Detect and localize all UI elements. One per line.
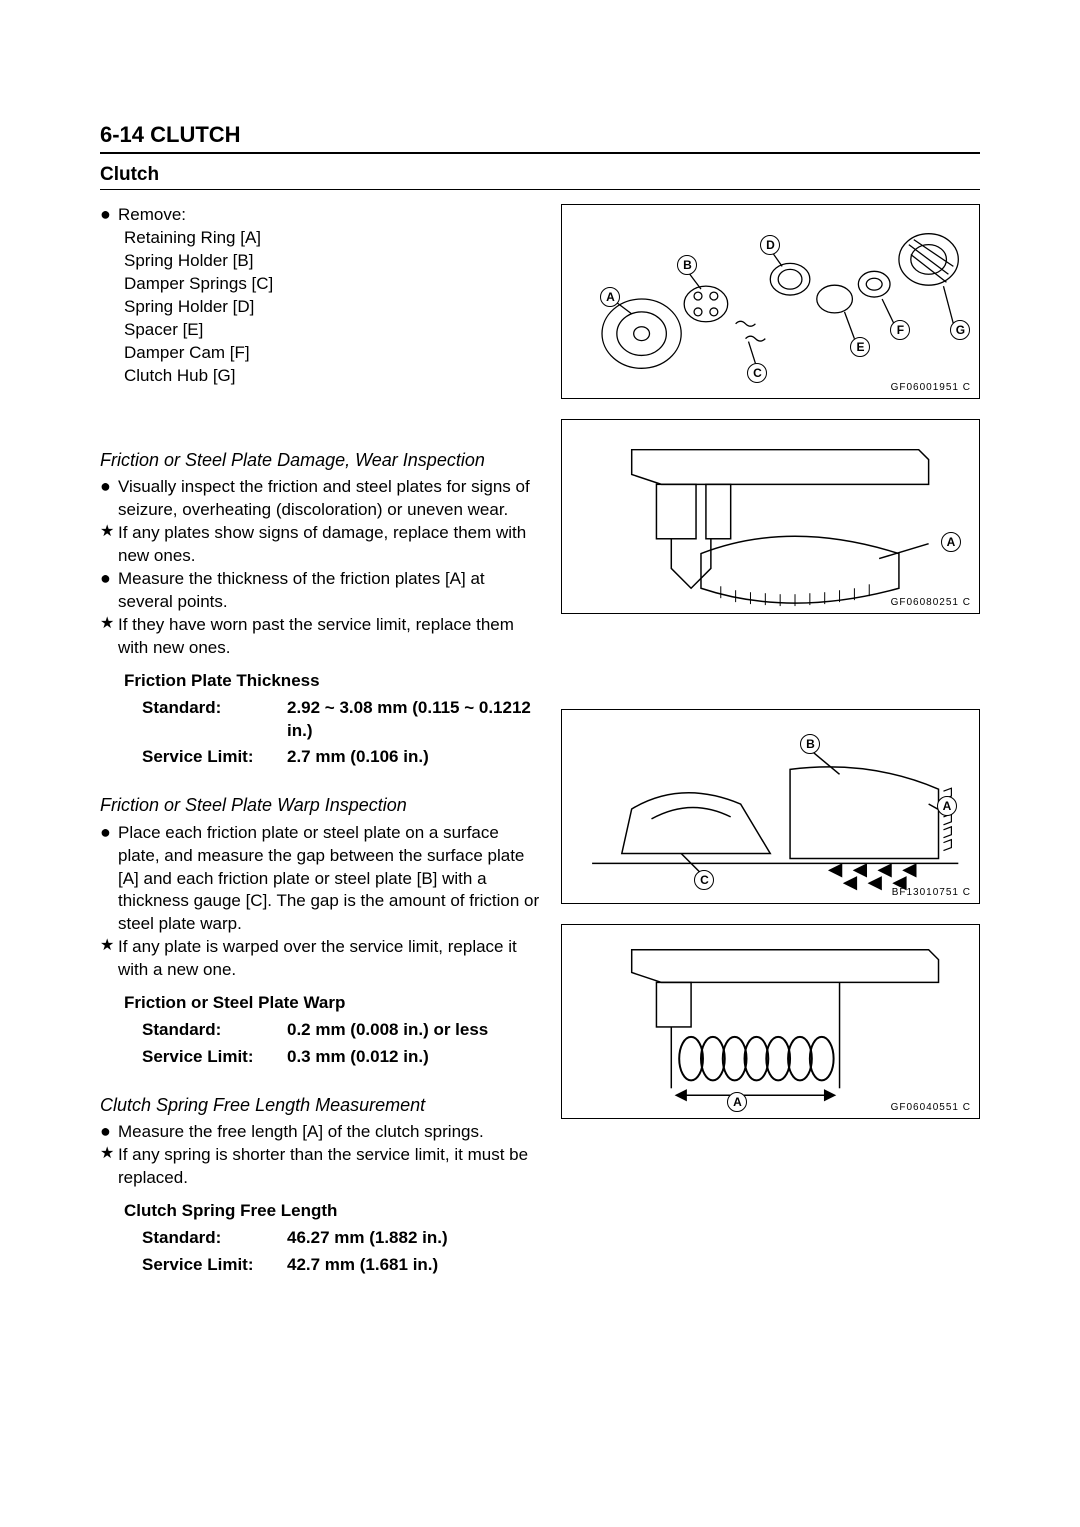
warp-s1: ★ If any plate is warped over the servic… xyxy=(100,936,539,982)
star-text: If any plate is warped over the service … xyxy=(118,936,539,982)
star-icon: ★ xyxy=(100,1144,118,1163)
star-icon: ★ xyxy=(100,522,118,541)
spring-heading: Clutch Spring Free Length Measurement xyxy=(100,1093,539,1117)
list-item: Spring Holder [D] xyxy=(124,296,539,319)
spec-label: Service Limit: xyxy=(142,1254,287,1277)
figure-thickness-measure: A GF06080251 C xyxy=(561,419,980,614)
bullet-icon: ● xyxy=(100,568,118,590)
list-item: Spring Holder [B] xyxy=(124,250,539,273)
star-text: If any plates show signs of damage, repl… xyxy=(118,522,539,568)
spec-row: Service Limit: 42.7 mm (1.681 in.) xyxy=(124,1254,539,1277)
bullet-icon: ● xyxy=(100,1121,118,1143)
bullet-icon: ● xyxy=(100,822,118,844)
spec-label: Service Limit: xyxy=(142,746,287,769)
spec-title: Friction Plate Thickness xyxy=(124,670,539,693)
caliper-plate-diagram xyxy=(562,420,979,613)
figure-caption: GF06040551 C xyxy=(891,1101,971,1115)
star-text: If they have worn past the service limit… xyxy=(118,614,539,660)
figure-spring-length: A GF06040551 C xyxy=(561,924,980,1119)
spec-value: 0.3 mm (0.012 in.) xyxy=(287,1046,429,1069)
spec-label: Service Limit: xyxy=(142,1046,287,1069)
wear-s1: ★ If any plates show signs of damage, re… xyxy=(100,522,539,568)
figure-caption: GF06001951 C xyxy=(891,381,971,395)
spec-title: Friction or Steel Plate Warp xyxy=(124,992,539,1015)
page-title: 6-14 CLUTCH xyxy=(100,120,980,154)
bullet-text: Visually inspect the friction and steel … xyxy=(118,476,539,522)
spec-row: Standard: 0.2 mm (0.008 in.) or less xyxy=(124,1019,539,1042)
exploded-view-diagram xyxy=(562,205,979,398)
spec-row: Standard: 46.27 mm (1.882 in.) xyxy=(124,1227,539,1250)
bullet-text: Measure the thickness of the friction pl… xyxy=(118,568,539,614)
warp-heading: Friction or Steel Plate Warp Inspection xyxy=(100,793,539,817)
figure-caption: GF06080251 C xyxy=(891,596,971,610)
spacer xyxy=(561,634,980,689)
bullet-icon: ● xyxy=(100,476,118,498)
list-item: Retaining Ring [A] xyxy=(124,227,539,250)
spec-label: Standard: xyxy=(142,1019,287,1042)
spec-title: Clutch Spring Free Length xyxy=(124,1200,539,1223)
content-columns: ● Remove: Retaining Ring [A] Spring Hold… xyxy=(100,204,980,1277)
figure-exploded-view: A B C D E F G GF06001951 C xyxy=(561,204,980,399)
spec-value: 2.92 ~ 3.08 mm (0.115 ~ 0.1212 in.) xyxy=(287,697,539,743)
warp-spec: Friction or Steel Plate Warp Standard: 0… xyxy=(100,992,539,1069)
spec-label: Standard: xyxy=(142,1227,287,1250)
spring-s1: ★ If any spring is shorter than the serv… xyxy=(100,1144,539,1190)
spec-row: Standard: 2.92 ~ 3.08 mm (0.115 ~ 0.1212… xyxy=(124,697,539,743)
list-item: Clutch Hub [G] xyxy=(124,365,539,388)
right-column: A B C D E F G GF06001951 C xyxy=(561,204,980,1277)
remove-list: Retaining Ring [A] Spring Holder [B] Dam… xyxy=(100,227,539,388)
bullet-text: Measure the free length [A] of the clutc… xyxy=(118,1121,484,1144)
spring-caliper-diagram xyxy=(562,925,979,1118)
figure-caption: BF13010751 C xyxy=(892,886,971,900)
wear-s2: ★ If they have worn past the service lim… xyxy=(100,614,539,660)
wear-heading: Friction or Steel Plate Damage, Wear Ins… xyxy=(100,448,539,472)
wear-b1: ● Visually inspect the friction and stee… xyxy=(100,476,539,522)
warp-gauge-diagram xyxy=(562,710,979,903)
wear-b2: ● Measure the thickness of the friction … xyxy=(100,568,539,614)
section-title: Clutch xyxy=(100,162,980,191)
remove-heading-text: Remove: xyxy=(118,204,186,227)
spring-spec: Clutch Spring Free Length Standard: 46.2… xyxy=(100,1200,539,1277)
wear-spec: Friction Plate Thickness Standard: 2.92 … xyxy=(100,670,539,770)
spec-value: 42.7 mm (1.681 in.) xyxy=(287,1254,438,1277)
bullet-text: Place each friction plate or steel plate… xyxy=(118,822,539,937)
spec-label: Standard: xyxy=(142,697,287,743)
remove-heading: ● Remove: xyxy=(100,204,539,227)
bullet-icon: ● xyxy=(100,204,118,226)
spec-value: 0.2 mm (0.008 in.) or less xyxy=(287,1019,488,1042)
star-text: If any spring is shorter than the servic… xyxy=(118,1144,539,1190)
warp-b1: ● Place each friction plate or steel pla… xyxy=(100,822,539,937)
spring-b1: ● Measure the free length [A] of the clu… xyxy=(100,1121,539,1144)
list-item: Spacer [E] xyxy=(124,319,539,342)
spec-value: 46.27 mm (1.882 in.) xyxy=(287,1227,448,1250)
star-icon: ★ xyxy=(100,936,118,955)
list-item: Damper Springs [C] xyxy=(124,273,539,296)
star-icon: ★ xyxy=(100,614,118,633)
figure-warp-measure: A B C BF13010751 C xyxy=(561,709,980,904)
list-item: Damper Cam [F] xyxy=(124,342,539,365)
spec-row: Service Limit: 2.7 mm (0.106 in.) xyxy=(124,746,539,769)
spec-row: Service Limit: 0.3 mm (0.012 in.) xyxy=(124,1046,539,1069)
left-column: ● Remove: Retaining Ring [A] Spring Hold… xyxy=(100,204,539,1277)
spec-value: 2.7 mm (0.106 in.) xyxy=(287,746,429,769)
